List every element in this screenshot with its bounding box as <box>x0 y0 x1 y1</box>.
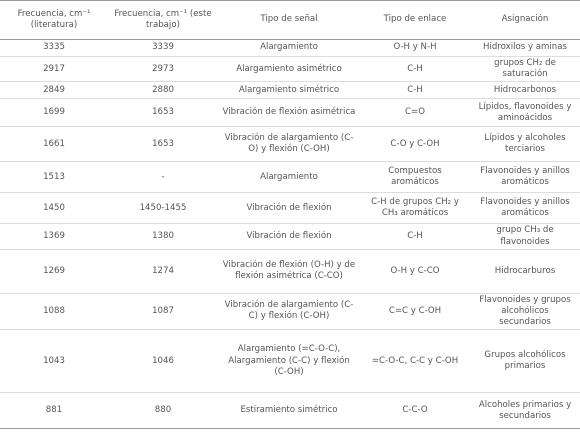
table-cell: grupo CH₃ de flavonoides <box>470 223 580 250</box>
table-row: 881 880 Estiramiento simétrico C-C-O Alcohol… <box>0 392 580 430</box>
table-cell: Vibración de alargamiento (C-C) y flexió… <box>218 293 360 331</box>
table-cell: 2880 <box>108 81 218 100</box>
table-cell: Hidrocarburos <box>470 249 580 294</box>
column-header: Frecuencia, cm⁻¹ (literatura) <box>0 0 108 40</box>
table-cell: 1043 <box>0 329 108 394</box>
table-row: 1043 1046 Alargamiento (=C-O-C), Alargamie… <box>0 329 580 394</box>
table-cell: Vibración de flexión <box>218 192 360 225</box>
table-cell: 1653 <box>108 126 218 163</box>
table-cell: Flavonoides y anillos aromáticos <box>470 192 580 225</box>
table-cell: 1450 <box>0 192 108 225</box>
table-cell: C=O <box>360 98 470 128</box>
column-header: Frecuencia, cm⁻¹ (este trabajo) <box>108 0 218 40</box>
table-cell: C-H <box>360 223 470 250</box>
table-cell: - <box>108 161 218 194</box>
table-cell: O-H y N-H <box>360 39 470 57</box>
table-cell: Lípidos y alcoholes terciarios <box>470 126 580 163</box>
table-cell: =C-O-C, C-C y C-OH <box>360 329 470 394</box>
table-cell: Hidrocarbonos <box>470 81 580 100</box>
table-cell: Alargamiento <box>218 161 360 194</box>
table-cell: Vibración de flexión asimétrica <box>218 98 360 128</box>
table-row: 1661 1653 Vibración de alargamiento (C-O) … <box>0 126 580 163</box>
table-cell: Vibración de flexión <box>218 223 360 250</box>
table-row: 3335 3339 Alargamiento O-H y N-H Hidroxilos … <box>0 39 580 57</box>
table-cell: Alcoholes primarios y secundarios <box>470 392 580 430</box>
table-cell: 880 <box>108 392 218 430</box>
table-cell: Grupos alcohólicos primarios <box>470 329 580 394</box>
column-header: Tipo de señal <box>218 0 360 40</box>
table-cell: C-H <box>360 56 470 83</box>
column-header: Asignación <box>470 0 580 40</box>
table-cell: C-C-O <box>360 392 470 430</box>
table-cell: 1699 <box>0 98 108 128</box>
table-row: 1269 1274 Vibración de flexión (O-H) y de … <box>0 249 580 294</box>
table-cell: Estiramiento simétrico <box>218 392 360 430</box>
table-cell: Flavonoides y grupos alcohólicos secunda… <box>470 293 580 331</box>
table-cell: 1269 <box>0 249 108 294</box>
table-cell: Lípidos, flavonoides y aminoácidos <box>470 98 580 128</box>
table-cell: Alargamiento asimétrico <box>218 56 360 83</box>
table-cell: 2917 <box>0 56 108 83</box>
table-cell: Flavonoides y anillos aromáticos <box>470 161 580 194</box>
table-cell: Vibración de alargamiento (C-O) y flexió… <box>218 126 360 163</box>
table-cell: grupos CH₂ de saturación <box>470 56 580 83</box>
table-cell: Hidroxilos y aminas <box>470 39 580 57</box>
table-row: 1088 1087 Vibración de alargamiento (C-C) … <box>0 293 580 331</box>
table-cell: 1653 <box>108 98 218 128</box>
table-row: 2849 2880 Alargamiento simétrico C-H Hidroca… <box>0 81 580 100</box>
table-row: 2917 2973 Alargamiento asimétrico C-H grupos… <box>0 56 580 83</box>
table-row: 1699 1653 Vibración de flexión asimétrica C… <box>0 98 580 128</box>
table-cell: 2849 <box>0 81 108 100</box>
table-row: 1450 1450-1455 Vibración de flexión C-H de … <box>0 192 580 225</box>
table-cell: O-H y C-CO <box>360 249 470 294</box>
table-cell: Compuestos aromáticos <box>360 161 470 194</box>
table-cell: 1450-1455 <box>108 192 218 225</box>
table-cell: 1274 <box>108 249 218 294</box>
table-cell: C-H <box>360 81 470 100</box>
table-cell: Alargamiento simétrico <box>218 81 360 100</box>
table-body: 3335 3339 Alargamiento O-H y N-H Hidroxilos … <box>0 39 580 430</box>
table-cell: 1661 <box>0 126 108 163</box>
table-cell: C=C y C-OH <box>360 293 470 331</box>
table-cell: 3335 <box>0 39 108 57</box>
table-row: 1369 1380 Vibración de flexión C-H grupo CH₃… <box>0 223 580 250</box>
table-row: 1513- Alargamiento Compuestos aromáticos Fl… <box>0 161 580 194</box>
table-cell: Alargamiento <box>218 39 360 57</box>
table-cell: C-H de grupos CH₂ y CH₃ aromáticos <box>360 192 470 225</box>
table-cell: 881 <box>0 392 108 430</box>
column-header: Tipo de enlace <box>360 0 470 40</box>
table-cell: 2973 <box>108 56 218 83</box>
table-cell: C-O y C-OH <box>360 126 470 163</box>
table-cell: Alargamiento (=C-O-C), Alargamiento (C-C… <box>218 329 360 394</box>
header-row: Frecuencia, cm⁻¹ (literatura) Frecuencia,… <box>0 0 580 40</box>
table-cell: Vibración de flexión (O-H) y de flexión … <box>218 249 360 294</box>
table-cell: 1380 <box>108 223 218 250</box>
table-cell: 1369 <box>0 223 108 250</box>
table-cell: 1088 <box>0 293 108 331</box>
table-cell: 1046 <box>108 329 218 394</box>
table-cell: 1513 <box>0 161 108 194</box>
table-cell: 1087 <box>108 293 218 331</box>
table-cell: 3339 <box>108 39 218 57</box>
